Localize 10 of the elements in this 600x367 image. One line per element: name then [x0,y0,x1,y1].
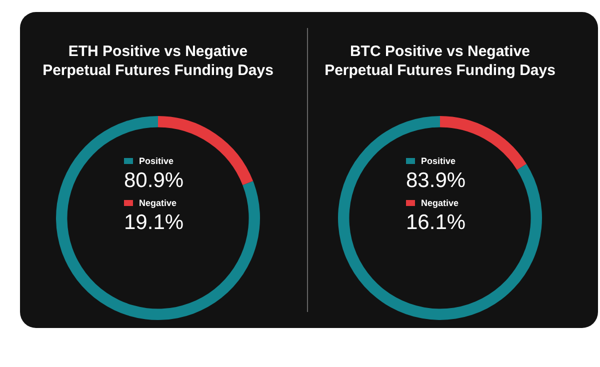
data-label: 80.9% [124,168,185,194]
legend-label: Negative [139,198,177,208]
data-label: 19.1% [124,210,185,236]
chart-title: ETH Positive vs Negative Perpetual Futures Funding Days [42,42,274,80]
data-label: 83.9% [406,168,467,194]
data-label: 16.1% [406,210,467,236]
chart-title: BTC Positive vs Negative Perpetual Futures Funding Days [324,42,556,80]
legend-label: Negative [421,198,459,208]
legend-label: Positive [139,156,174,166]
legend-label: Positive [421,156,456,166]
